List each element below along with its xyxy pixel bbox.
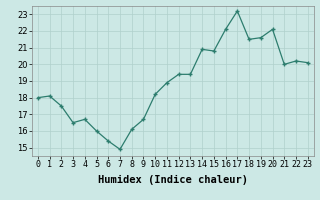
X-axis label: Humidex (Indice chaleur): Humidex (Indice chaleur) — [98, 175, 248, 185]
